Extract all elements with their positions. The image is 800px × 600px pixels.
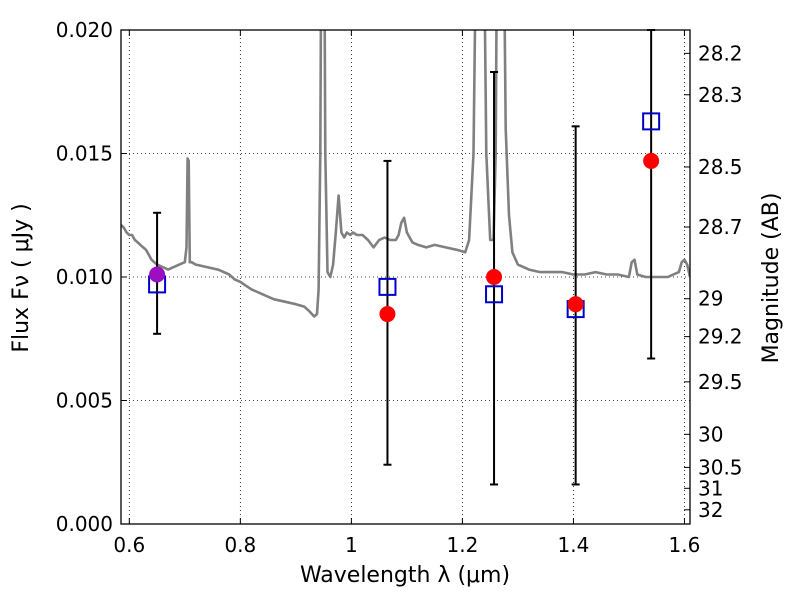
mag-tick-label: 29.5 bbox=[698, 370, 743, 394]
x-tick-label: 1 bbox=[345, 533, 358, 557]
y-tick-label: 0.000 bbox=[56, 512, 113, 536]
y-tick-label: 0.015 bbox=[56, 142, 113, 166]
data-layer bbox=[121, 30, 690, 318]
mag-tick-label: 28.5 bbox=[698, 155, 743, 179]
x-tick-label: 0.6 bbox=[113, 533, 145, 557]
x-axis-label: Wavelength λ (μm) bbox=[300, 563, 510, 588]
y-axis-label: Flux Fν ( μJy ) bbox=[9, 203, 34, 352]
mag-tick-label: 29 bbox=[698, 287, 723, 311]
mag-tick-label: 32 bbox=[698, 498, 723, 522]
spectrum-line bbox=[121, 30, 690, 318]
mag-tick-label: 29.2 bbox=[698, 325, 743, 349]
y2-axis-label: Magnitude (AB) bbox=[759, 193, 784, 364]
mag-tick-label: 31 bbox=[698, 476, 723, 500]
mag-tick-label: 28.2 bbox=[698, 41, 743, 65]
marker-layer bbox=[148, 29, 661, 486]
x-tick-label: 0.8 bbox=[224, 533, 256, 557]
observed-circle-point bbox=[379, 306, 396, 323]
observed-circle-point bbox=[486, 269, 503, 285]
observed-circle-point bbox=[643, 152, 660, 169]
model-square-point bbox=[485, 285, 504, 304]
x-tick-label: 1.2 bbox=[446, 533, 478, 557]
mag-tick-label: 30 bbox=[698, 422, 723, 446]
x-tick-label: 1.6 bbox=[669, 533, 701, 557]
grid-lines bbox=[121, 30, 690, 524]
axis-ticks: 0.6 0.8 1 1.2 1.4 1.6 0.000 0.005 0.010 0.015 0.02… bbox=[56, 18, 743, 557]
y-tick-label: 0.005 bbox=[56, 389, 113, 413]
y-tick-label: 0.020 bbox=[56, 18, 113, 42]
mag-tick-label: 28.3 bbox=[698, 83, 743, 107]
mag-tick-label: 30.5 bbox=[698, 455, 743, 479]
observed-circle-point bbox=[567, 296, 584, 313]
y-tick-label: 0.010 bbox=[56, 265, 113, 289]
highlight-circle-point bbox=[149, 266, 166, 283]
mag-tick-label: 28.7 bbox=[698, 215, 743, 239]
model-square-point bbox=[378, 277, 397, 296]
x-tick-label: 1.4 bbox=[558, 533, 590, 557]
model-square-point bbox=[642, 112, 661, 131]
